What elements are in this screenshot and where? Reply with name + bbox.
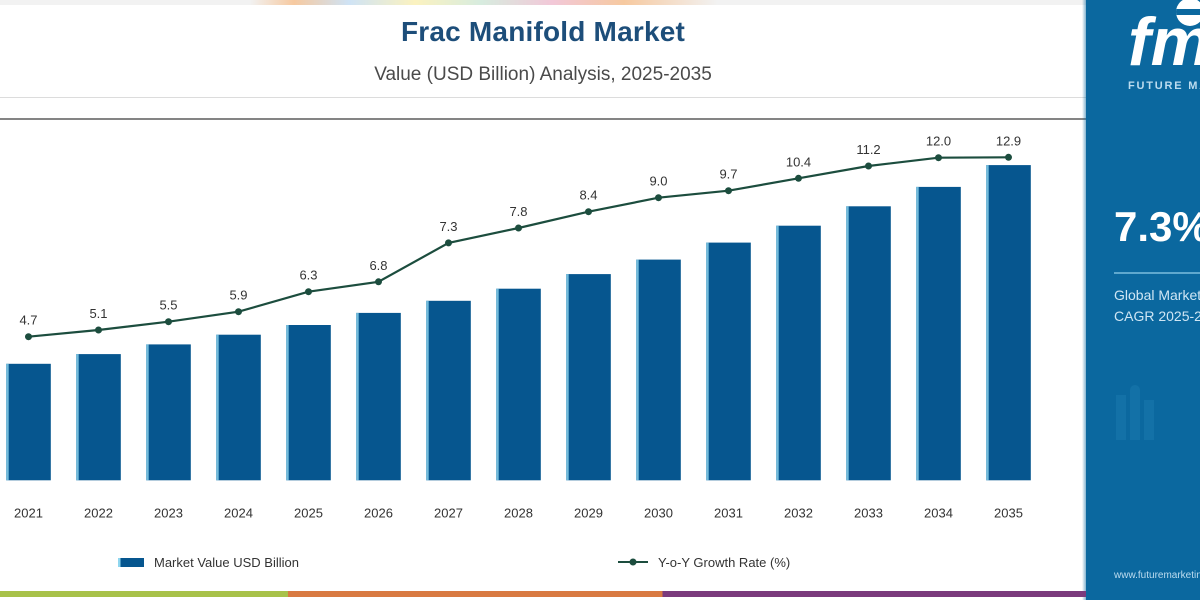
- svg-text:10.4: 10.4: [786, 154, 811, 169]
- svg-text:5.1: 5.1: [89, 306, 107, 321]
- svg-text:2029: 2029: [574, 506, 603, 521]
- svg-text:12.0: 12.0: [926, 134, 951, 149]
- svg-text:5.9: 5.9: [229, 288, 247, 303]
- svg-text:2030: 2030: [644, 506, 673, 521]
- svg-text:2024: 2024: [224, 506, 253, 521]
- svg-text:2025: 2025: [294, 506, 323, 521]
- svg-text:12.9: 12.9: [996, 133, 1021, 148]
- svg-text:4.7: 4.7: [19, 313, 37, 328]
- svg-text:2031: 2031: [714, 506, 743, 521]
- svg-text:6.3: 6.3: [299, 268, 317, 283]
- svg-text:2026: 2026: [364, 506, 393, 521]
- svg-text:9.7: 9.7: [719, 167, 737, 182]
- svg-text:2033: 2033: [854, 506, 883, 521]
- svg-text:2028: 2028: [504, 506, 533, 521]
- svg-text:2027: 2027: [434, 506, 463, 521]
- svg-text:7.3: 7.3: [439, 219, 457, 234]
- svg-text:8.4: 8.4: [579, 188, 597, 203]
- svg-text:5.5: 5.5: [159, 298, 177, 313]
- svg-text:2022: 2022: [84, 506, 113, 521]
- svg-text:7.8: 7.8: [509, 204, 527, 219]
- svg-text:2032: 2032: [784, 506, 813, 521]
- svg-text:6.8: 6.8: [369, 258, 387, 273]
- svg-text:2035: 2035: [994, 506, 1023, 521]
- svg-text:9.0: 9.0: [649, 174, 667, 189]
- svg-text:2023: 2023: [154, 506, 183, 521]
- svg-text:2021: 2021: [14, 506, 43, 521]
- svg-text:2034: 2034: [924, 506, 953, 521]
- svg-text:11.2: 11.2: [856, 142, 880, 157]
